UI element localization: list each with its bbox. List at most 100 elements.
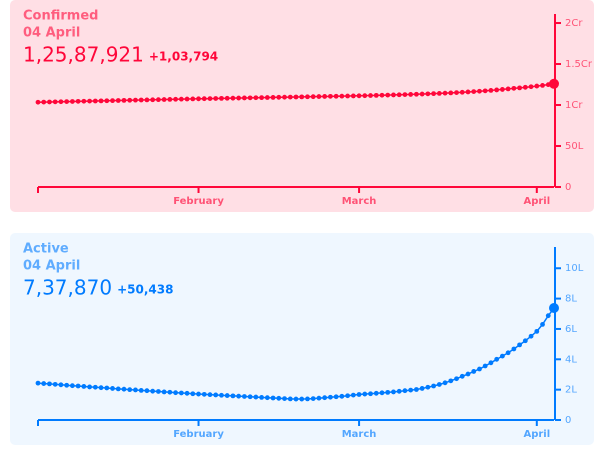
panel-background <box>10 233 594 445</box>
data-point <box>236 95 242 101</box>
data-point <box>419 91 425 97</box>
data-point <box>144 388 150 394</box>
chart-panel: Confirmed 04 April 1,25,87,921 +1,03,794 Feb… <box>10 0 594 212</box>
data-point <box>505 86 511 92</box>
data-point <box>408 92 414 97</box>
data-point <box>127 387 133 393</box>
data-point <box>247 394 253 400</box>
data-point <box>287 396 293 402</box>
data-point <box>87 98 92 104</box>
data-point <box>224 95 230 101</box>
data-point <box>459 89 465 95</box>
data-point <box>52 99 58 105</box>
x-tick-label: March <box>342 429 377 440</box>
data-point <box>41 381 47 386</box>
data-point <box>471 369 477 374</box>
data-point <box>104 385 110 391</box>
data-point <box>379 390 385 396</box>
data-point <box>534 83 540 89</box>
data-point <box>92 98 98 104</box>
data-point <box>70 99 75 104</box>
data-point <box>35 99 41 105</box>
data-point <box>391 389 396 395</box>
y-tick-label: 10L <box>565 263 584 274</box>
data-point <box>98 98 104 104</box>
data-point <box>110 386 115 391</box>
data-point <box>396 388 402 394</box>
data-point <box>379 92 385 98</box>
data-point <box>299 396 305 402</box>
data-point <box>345 393 350 399</box>
data-point <box>150 97 156 103</box>
data-point <box>345 93 350 99</box>
data-point <box>505 350 511 356</box>
data-point <box>64 382 70 388</box>
x-tick-label: February <box>173 196 224 207</box>
data-point <box>305 396 310 402</box>
data-point <box>201 96 207 102</box>
data-point <box>385 92 391 98</box>
data-point <box>402 92 408 98</box>
data-point <box>316 395 322 401</box>
panel-date: 04 April <box>23 259 80 274</box>
data-point <box>178 390 184 396</box>
data-point <box>259 95 264 101</box>
panel-background <box>10 0 594 212</box>
data-point <box>448 378 454 384</box>
data-point <box>436 382 442 387</box>
data-point <box>70 383 75 389</box>
data-point <box>81 384 87 389</box>
data-point <box>236 393 242 399</box>
data-point <box>471 89 477 95</box>
data-point <box>167 96 173 102</box>
data-point <box>98 385 104 391</box>
data-point <box>431 91 436 97</box>
panel-title: Active <box>23 242 69 257</box>
data-point <box>310 94 316 100</box>
data-point <box>58 99 64 105</box>
y-tick-label: 8L <box>565 294 577 305</box>
data-point <box>350 93 356 99</box>
y-tick-label: 4L <box>565 354 577 365</box>
data-point <box>465 371 471 377</box>
data-point <box>373 390 379 396</box>
data-point <box>207 96 213 101</box>
data-point <box>431 383 436 389</box>
data-point <box>436 90 442 96</box>
data-point <box>402 388 408 394</box>
data-point <box>127 97 133 103</box>
data-point <box>219 392 224 398</box>
data-point <box>488 360 494 366</box>
data-point <box>414 91 419 97</box>
data-point <box>110 98 115 104</box>
data-point <box>528 84 534 90</box>
data-point <box>310 396 316 402</box>
data-point <box>242 95 247 101</box>
data-point <box>92 384 98 390</box>
data-point <box>276 94 282 100</box>
data-point <box>201 391 207 397</box>
data-point <box>494 356 500 362</box>
data-point <box>247 95 253 101</box>
data-point <box>373 92 379 98</box>
data-point <box>259 394 264 400</box>
headline-change: +50,438 <box>117 283 173 297</box>
data-point <box>356 392 362 397</box>
data-point <box>316 94 322 99</box>
data-point <box>545 313 551 319</box>
headline-value: 7,37,870 <box>23 276 112 300</box>
data-point <box>282 396 287 402</box>
data-point <box>224 393 230 398</box>
data-point <box>121 97 127 103</box>
y-tick-label: 0 <box>565 415 571 426</box>
data-point <box>540 82 545 88</box>
data-point <box>391 92 396 98</box>
data-point <box>75 98 81 104</box>
data-point <box>522 84 528 90</box>
data-point <box>167 389 173 395</box>
data-point <box>328 93 333 99</box>
latest-point <box>549 303 559 314</box>
data-point <box>64 99 70 105</box>
data-point <box>161 389 167 395</box>
